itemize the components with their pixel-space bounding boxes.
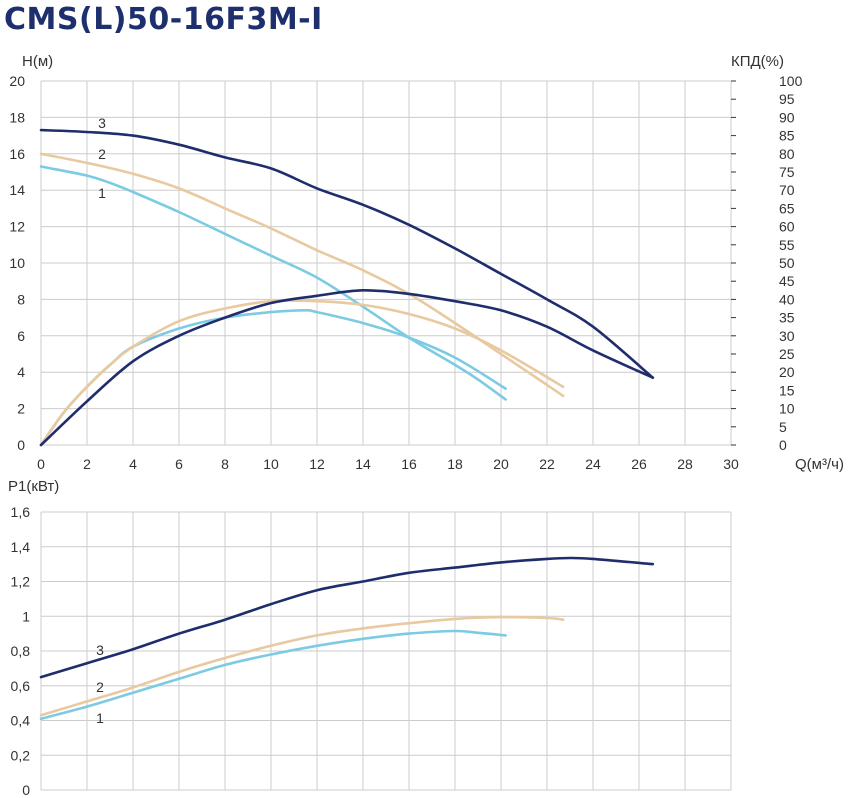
chart-title: CMS(L)50-16F3M-I [4, 2, 323, 37]
y-tick-label: 0,6 [11, 678, 31, 694]
head-curve-2 [39, 152, 565, 398]
power-curve-label-1: 1 [96, 710, 104, 726]
y2-tick-label: 50 [779, 255, 795, 271]
x-tick-label: 4 [129, 456, 137, 472]
y-tick-label: 0 [17, 437, 25, 453]
y-tick-label: 0,4 [11, 713, 31, 729]
y-tick-label: 6 [17, 328, 25, 344]
power-curve-label-2: 2 [96, 679, 104, 695]
x-tick-label: 10 [263, 456, 279, 472]
y2-tick-label: 0 [779, 437, 787, 453]
x-tick-label: 2 [83, 456, 91, 472]
x-axis-label: Q(м³/ч) [795, 456, 844, 473]
x-tick-label: 16 [401, 456, 417, 472]
efficiency-curve-1 [39, 308, 507, 447]
x-tick-label: 6 [175, 456, 183, 472]
y-tick-label: 2 [17, 401, 25, 417]
y2-tick-label: 85 [779, 128, 795, 144]
head-grid [40, 80, 732, 446]
y2-tick-label: 95 [779, 91, 795, 107]
efficiency-curve-2 [39, 299, 565, 447]
y2-tick-label: 55 [779, 237, 795, 253]
x-tick-label: 18 [447, 456, 463, 472]
y-tick-label: 0,2 [11, 747, 31, 763]
y-tick-label: 10 [9, 255, 25, 271]
y2-tick-label: 20 [779, 364, 795, 380]
x-tick-label: 20 [493, 456, 509, 472]
y2-tick-label: 100 [779, 73, 803, 89]
x-tick-label: 30 [723, 456, 739, 472]
x-tick-label: 8 [221, 456, 229, 472]
axes: 0246810121416182005101520253035404550556… [8, 53, 844, 798]
y2-tick-label: 40 [779, 291, 795, 307]
power-curve-2 [39, 615, 565, 717]
x-tick-label: 14 [355, 456, 371, 472]
y-tick-label: 8 [17, 291, 25, 307]
x-tick-label: 28 [677, 456, 693, 472]
y-tick-label: 14 [9, 182, 25, 198]
efficiency-curve-3 [39, 288, 655, 447]
head-curve-label-3: 3 [98, 115, 106, 131]
y-tick-label: 18 [9, 109, 25, 125]
x-tick-label: 24 [585, 456, 601, 472]
labels-layer: 1 2 3 1 2 3 [96, 115, 106, 726]
y2-tick-label: 25 [779, 346, 795, 362]
power-curve-label-3: 3 [96, 642, 104, 658]
head-curve-1 [39, 165, 507, 401]
series-layer [39, 128, 655, 721]
y2-tick-label: 15 [779, 382, 795, 398]
y2-tick-label: 90 [779, 109, 795, 125]
x-tick-label: 22 [539, 456, 555, 472]
y-tick-label: 4 [17, 364, 25, 380]
y2-tick-label: 70 [779, 182, 795, 198]
power-curve-3 [39, 556, 655, 679]
power-curve-1 [39, 629, 507, 721]
head-curve-label-1: 1 [98, 185, 106, 201]
x-tick-label: 26 [631, 456, 647, 472]
y-tick-label: 1,6 [11, 504, 31, 520]
y-axis-label: Н(м) [22, 53, 53, 70]
head-curve-3 [39, 128, 655, 379]
y-tick-label: 1,4 [11, 539, 31, 555]
y2-tick-label: 30 [779, 328, 795, 344]
y-axis-label: P1(кВт) [8, 478, 59, 495]
y2-tick-label: 35 [779, 310, 795, 326]
y2-tick-label: 75 [779, 164, 795, 180]
y-tick-label: 16 [9, 146, 25, 162]
y2-axis-label: КПД(%) [731, 53, 784, 70]
y-tick-label: 20 [9, 73, 25, 89]
x-tick-label: 0 [37, 456, 45, 472]
y2-tick-label: 60 [779, 219, 795, 235]
y-tick-label: 0,8 [11, 643, 31, 659]
y-tick-label: 1,2 [11, 574, 31, 590]
y2-tick-label: 10 [779, 401, 795, 417]
x-tick-label: 12 [309, 456, 325, 472]
y2-tick-label: 65 [779, 200, 795, 216]
power-grid [40, 511, 732, 791]
head-curve-label-2: 2 [98, 146, 106, 162]
y2-tick-label: 5 [779, 419, 787, 435]
y2-tick-label: 45 [779, 273, 795, 289]
y-tick-label: 0 [22, 782, 30, 798]
y-tick-label: 1 [22, 608, 30, 624]
y2-tick-label: 80 [779, 146, 795, 162]
y-tick-label: 12 [9, 219, 25, 235]
